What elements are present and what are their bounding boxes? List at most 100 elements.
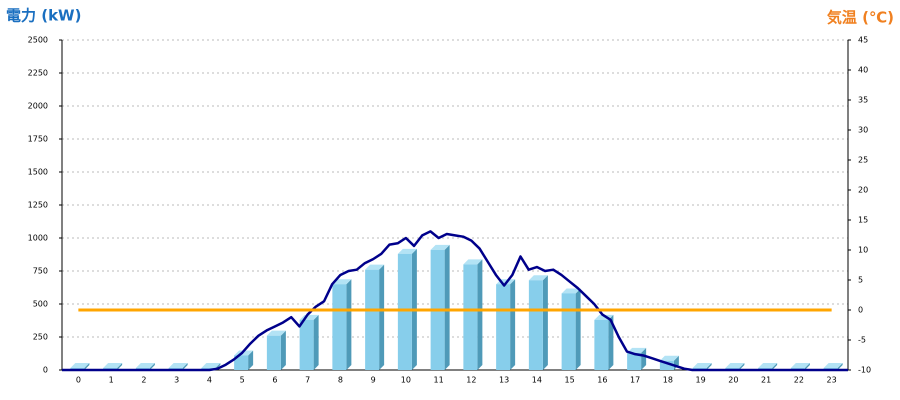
x-tick-label: 0: [76, 376, 81, 385]
y2-tick-label: -10: [858, 366, 871, 375]
bar: [659, 360, 674, 370]
x-tick-label: 10: [401, 376, 411, 385]
y-tick-label: 2250: [28, 69, 48, 78]
x-tick-label: 23: [827, 376, 837, 385]
y-tick-label: 250: [33, 333, 48, 342]
bar-top: [201, 363, 221, 369]
x-tick-label: 9: [371, 376, 376, 385]
y-tick-label: 1500: [28, 168, 48, 177]
x-tick-label: 13: [499, 376, 509, 385]
y-axis-title: 電力 (kW): [6, 7, 81, 25]
bar-side: [444, 244, 450, 370]
bar-side: [837, 363, 843, 370]
bar-top: [397, 248, 417, 254]
bar-top: [692, 363, 712, 369]
bar-top: [430, 244, 450, 250]
bar-top: [758, 363, 778, 369]
x-tick-label: 19: [696, 376, 706, 385]
bar: [463, 264, 478, 370]
y2-tick-label: 0: [858, 306, 863, 315]
y-tick-label: 750: [33, 267, 48, 276]
x-tick-label: 18: [663, 376, 673, 385]
bar-side: [641, 347, 647, 370]
y2-tick-label: 5: [858, 276, 863, 285]
bar-side: [313, 314, 319, 370]
x-tick-label: 17: [630, 376, 640, 385]
bar: [594, 319, 609, 370]
bar-top: [561, 288, 581, 294]
x-tick-label: 3: [174, 376, 179, 385]
bar-top: [725, 363, 745, 369]
y2-tick-label: 30: [858, 126, 868, 135]
bar-side: [149, 363, 155, 370]
bar-top: [790, 363, 810, 369]
bar-side: [510, 279, 516, 370]
bar-side: [804, 363, 810, 370]
y2-tick-label: 45: [858, 36, 868, 45]
bar-side: [575, 288, 581, 370]
y-tick-label: 0: [43, 366, 48, 375]
y-tick-label: 2500: [28, 36, 48, 45]
x-tick-label: 7: [305, 376, 310, 385]
bar-side: [772, 363, 778, 370]
x-tick-label: 16: [597, 376, 607, 385]
y2-tick-label: -5: [858, 336, 866, 345]
y2-tick-label: 10: [858, 246, 868, 255]
bar: [627, 352, 642, 370]
bar-side: [182, 363, 188, 370]
y2-tick-label: 25: [858, 156, 868, 165]
bar: [266, 335, 281, 370]
bar-top: [627, 347, 647, 353]
y-tick-label: 500: [33, 300, 48, 309]
bar-side: [706, 363, 712, 370]
y-tick-label: 1000: [28, 234, 48, 243]
bar-top: [168, 363, 188, 369]
bar-top: [823, 363, 843, 369]
bar-side: [280, 330, 286, 370]
x-tick-label: 1: [109, 376, 114, 385]
bar-side: [542, 275, 548, 370]
bar: [528, 280, 543, 370]
bar-side: [117, 363, 123, 370]
bar-top: [103, 363, 123, 369]
bar-side: [248, 350, 254, 370]
bar-side: [608, 314, 614, 370]
y2-axis-title: 気温 (℃): [827, 9, 894, 27]
x-tick-label: 20: [728, 376, 738, 385]
line: [62, 230, 848, 372]
bar: [561, 293, 576, 370]
bar-top: [528, 275, 548, 281]
x-tick-label: 12: [466, 376, 476, 385]
bar: [397, 253, 412, 370]
bar: [365, 269, 380, 370]
x-tick-label: 6: [272, 376, 277, 385]
bar-top: [463, 259, 483, 265]
x-tick-label: 5: [240, 376, 245, 385]
bar-top: [70, 363, 90, 369]
x-tick-label: 8: [338, 376, 343, 385]
x-tick-label: 15: [565, 376, 575, 385]
y2-tick-label: 15: [858, 216, 868, 225]
x-tick-label: 2: [141, 376, 146, 385]
x-tick-label: 22: [794, 376, 804, 385]
x-tick-label: 11: [434, 376, 444, 385]
bar: [496, 284, 511, 370]
y-tick-label: 1250: [28, 201, 48, 210]
y2-tick-label: 20: [858, 186, 868, 195]
x-tick-label: 4: [207, 376, 212, 385]
bar-side: [379, 264, 385, 370]
y-tick-label: 2000: [28, 102, 48, 111]
bar-top: [266, 330, 286, 336]
bar: [332, 284, 347, 370]
bar: [299, 319, 314, 370]
bar-top: [365, 264, 385, 270]
bar-side: [477, 259, 483, 370]
x-tick-label: 14: [532, 376, 542, 385]
y2-tick-label: 35: [858, 96, 868, 105]
bar-side: [346, 279, 352, 370]
bar-top: [135, 363, 155, 369]
bar-side: [84, 363, 90, 370]
bar-side: [739, 363, 745, 370]
y2-tick-label: 40: [858, 66, 868, 75]
